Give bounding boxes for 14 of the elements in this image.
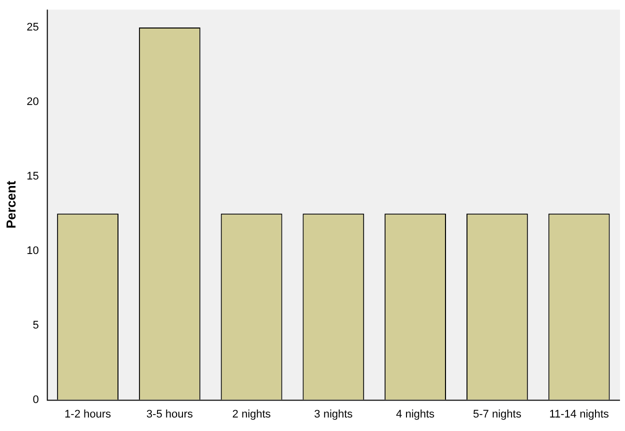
x-tick-label: 3 nights (314, 408, 354, 420)
x-tick-label: 11-14 nights (549, 408, 610, 420)
y-tick-label: 5 (32, 319, 39, 332)
x-tick-label: 1-2 hours (64, 408, 112, 420)
y-tick-label: 25 (26, 22, 39, 34)
y-tick-label: 10 (26, 244, 39, 257)
x-tick-label: 4 nights (396, 408, 436, 420)
y-tick-label: 20 (26, 96, 39, 108)
x-tick-label: 3-5 hours (146, 408, 194, 420)
y-axis-title: Percent (3, 180, 18, 229)
y-tick-label: 0 (32, 394, 39, 406)
x-tick-label: 2 nights (232, 408, 272, 420)
y-tick-label: 15 (26, 170, 39, 182)
x-tick-label: 5-7 nights (473, 408, 522, 420)
